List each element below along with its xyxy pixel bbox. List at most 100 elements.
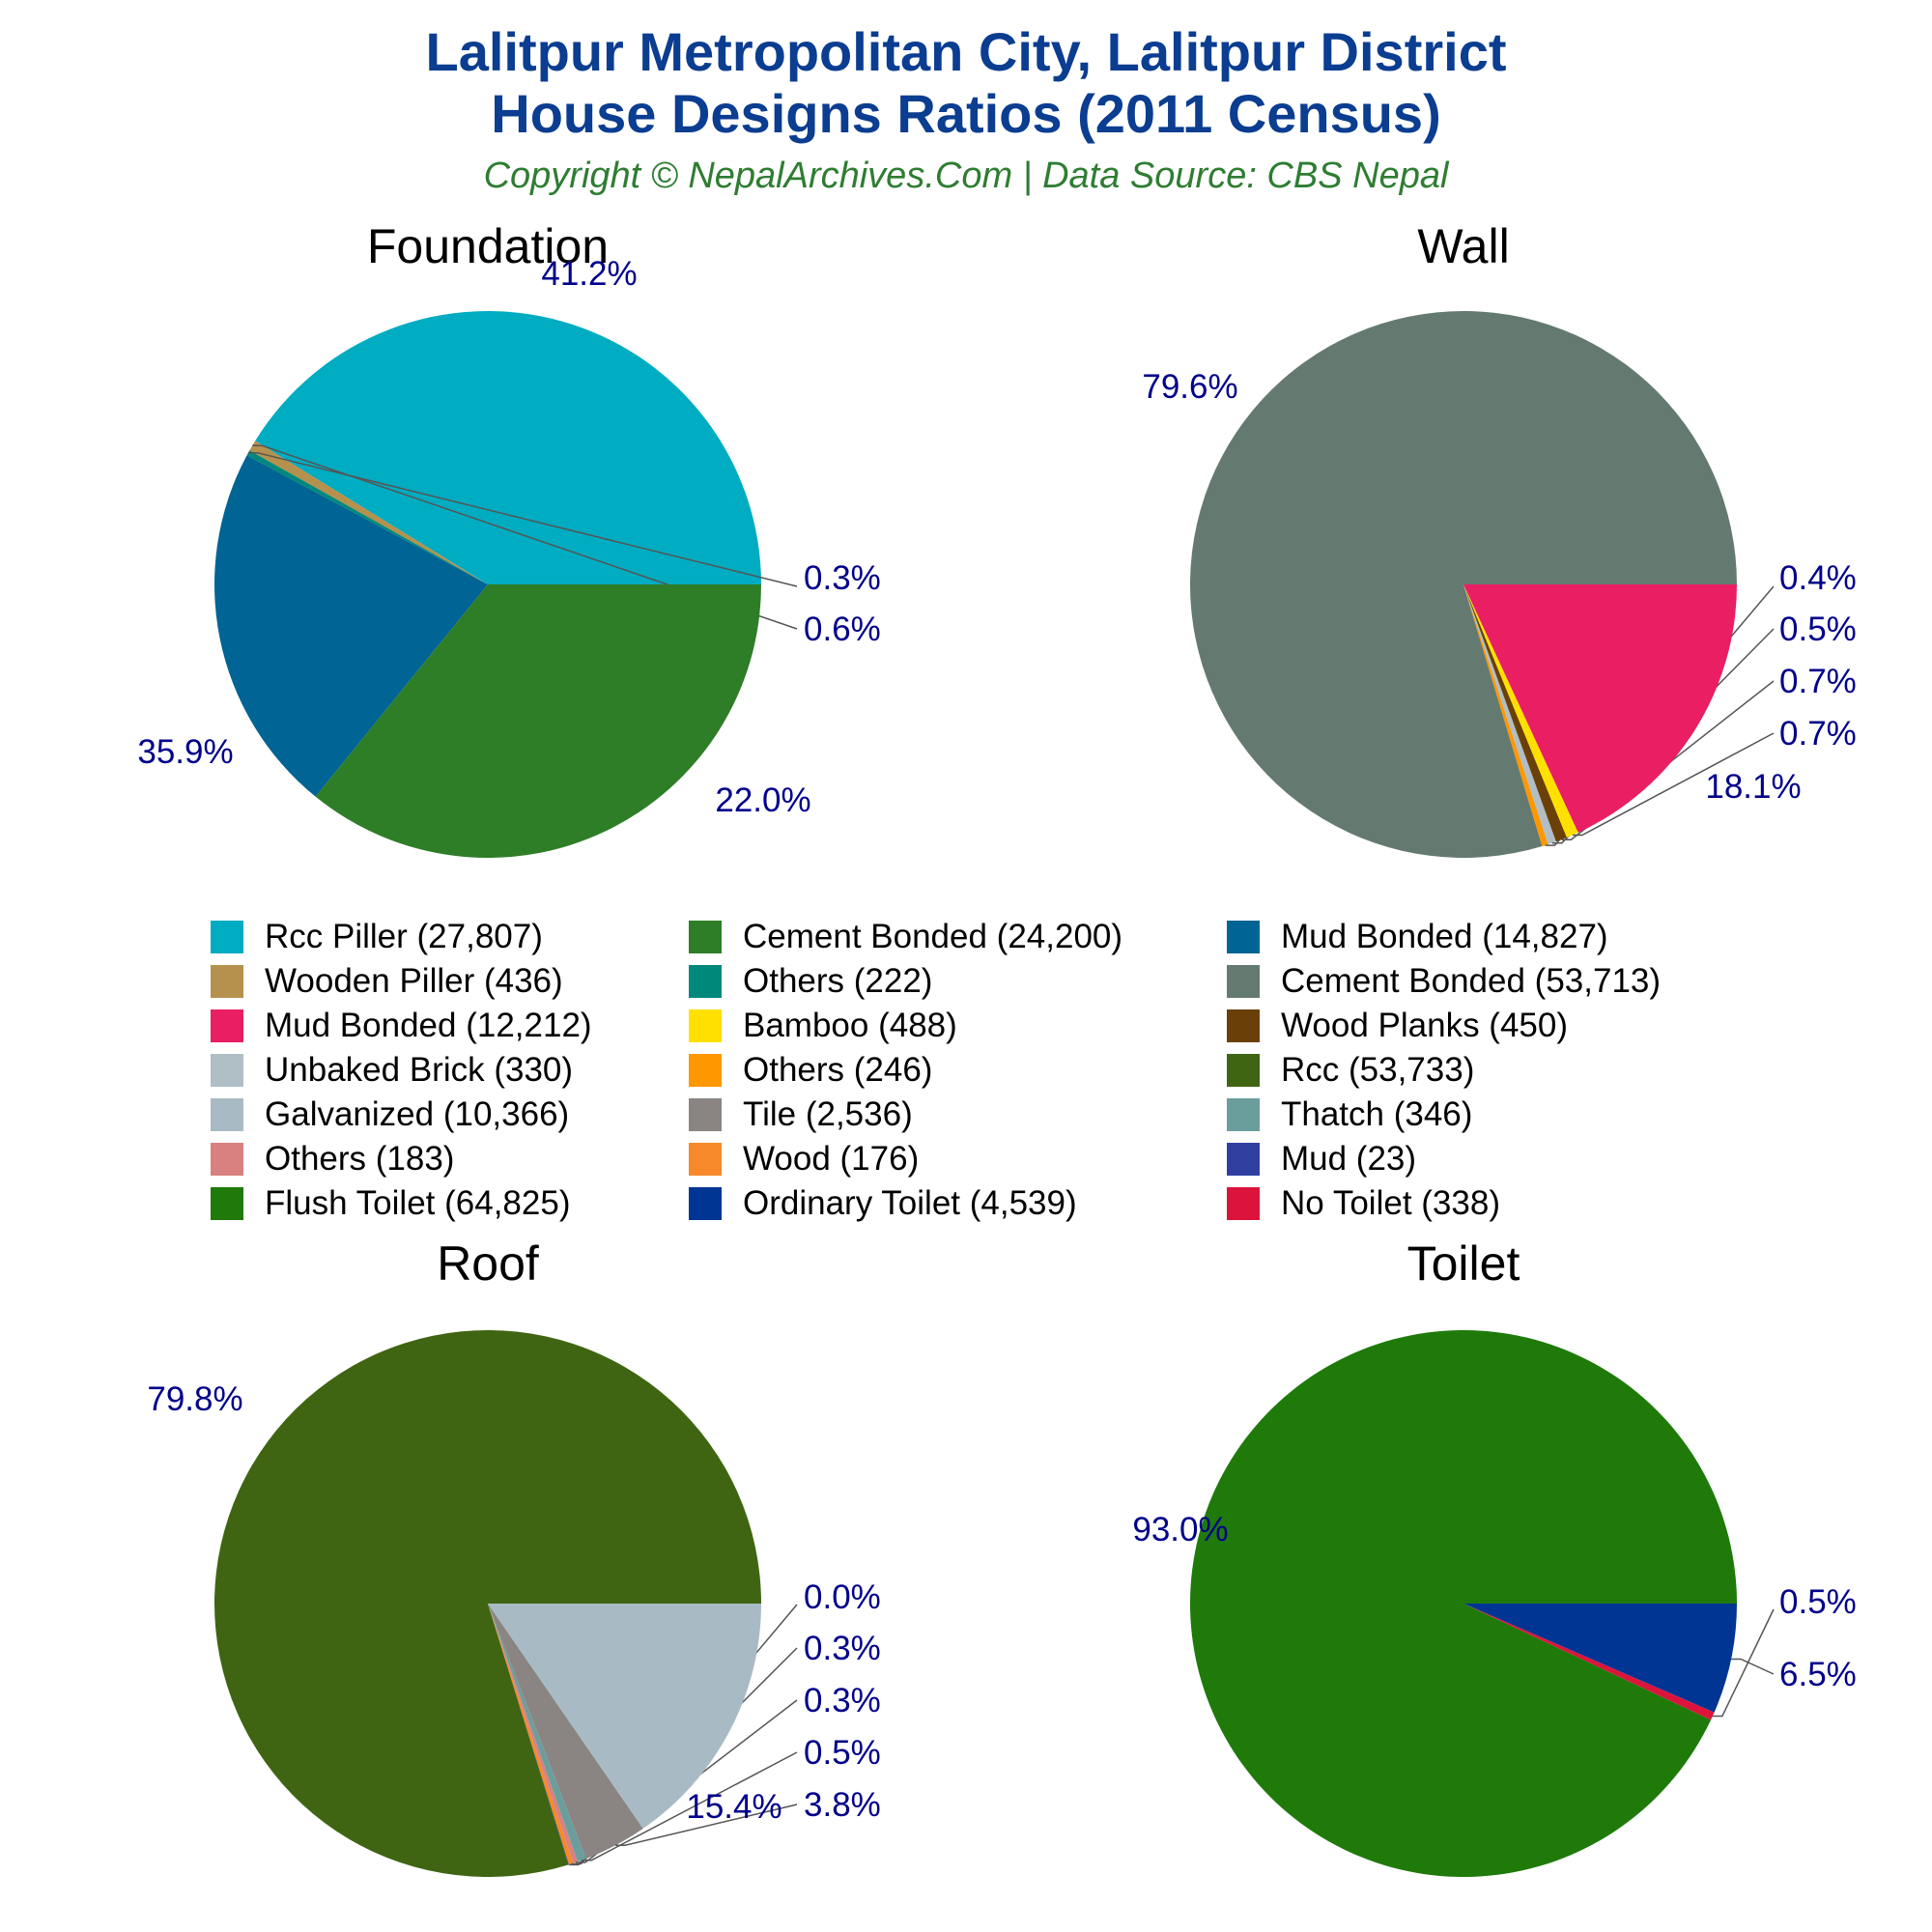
legend-swatch <box>211 921 243 953</box>
legend-label: Rcc Piller (27,807) <box>265 918 543 955</box>
percent-label: 0.3% <box>804 559 881 597</box>
legend-item: Others (246) <box>689 1051 932 1090</box>
percent-label: 0.6% <box>804 611 881 648</box>
legend-swatch <box>211 965 243 998</box>
legend-label: Mud Bonded (14,827) <box>1281 918 1608 955</box>
percent-label: 35.9% <box>137 733 233 771</box>
pie-title: Toilet <box>1407 1236 1520 1291</box>
legend-swatch <box>1227 1054 1260 1087</box>
leader-line <box>582 1751 798 1861</box>
legend-label: Thatch (346) <box>1281 1095 1473 1133</box>
legend-label: Others (246) <box>743 1051 933 1089</box>
legend-swatch <box>689 921 722 953</box>
legend-label: Mud (23) <box>1281 1140 1417 1178</box>
leader-line <box>575 1699 798 1863</box>
legend-label: Bamboo (488) <box>743 1007 957 1044</box>
legend: Rcc Piller (27,807) Cement Bonded (24,200… <box>211 918 1756 1236</box>
legend-item: Wooden Piller (436) <box>211 962 563 1001</box>
legend-item: Cement Bonded (24,200) <box>689 918 1122 956</box>
percent-label: 0.3% <box>804 1630 881 1667</box>
legend-item: Wood (176) <box>689 1140 919 1179</box>
pie-slice <box>1463 1604 1715 1720</box>
legend-label: Others (183) <box>265 1140 455 1178</box>
percent-label: 3.8% <box>804 1786 881 1824</box>
percent-label: 22.0% <box>715 781 810 819</box>
legend-swatch <box>689 1143 722 1176</box>
pie-slice <box>488 1604 570 1865</box>
pie-slice <box>1463 584 1548 847</box>
percent-label: 0.5% <box>1779 611 1857 648</box>
pie-slice <box>249 440 488 584</box>
legend-swatch <box>689 1098 722 1131</box>
percent-label: 93.0% <box>1132 1511 1228 1548</box>
legend-item: Others (222) <box>689 962 932 1001</box>
leader-line <box>615 1804 798 1847</box>
legend-swatch <box>211 1009 243 1042</box>
leader-line <box>1561 680 1775 840</box>
legend-item: Bamboo (488) <box>689 1007 957 1045</box>
legend-item: No Toilet (338) <box>1227 1184 1500 1223</box>
leader-line <box>1572 732 1775 837</box>
pie-slice <box>1463 584 1567 842</box>
leader-line <box>247 452 798 587</box>
pie-wall: Wall 79.6% 0.4% 0.5% 0.7% 0.7% 18.1% <box>1142 219 1857 858</box>
pie-slice <box>488 1604 586 1862</box>
pie-slice <box>488 1604 643 1860</box>
chart-title: Lalitpur Metropolitan City, Lalitpur Dis… <box>0 21 1932 145</box>
legend-label: Wood (176) <box>743 1140 920 1178</box>
legend-item: Mud Bonded (12,212) <box>211 1007 592 1045</box>
pie-roof: Roof 79.8% 0.0% 0.3% 0.3% 0.5% 3.8% 15.4% <box>147 1236 881 1877</box>
legend-swatch <box>1227 1098 1260 1131</box>
legend-item: Ordinary Toilet (4,539) <box>689 1184 1077 1223</box>
percent-label: 6.5% <box>1779 1656 1857 1693</box>
legend-item: Tile (2,536) <box>689 1095 913 1134</box>
pie-slice <box>213 1330 761 1877</box>
legend-swatch <box>689 1009 722 1042</box>
chart-subtitle: Copyright © NepalArchives.Com | Data Sou… <box>483 156 1449 196</box>
legend-label: Unbaked Brick (330) <box>265 1051 574 1089</box>
pie-slice <box>488 1604 574 1865</box>
legend-label: No Toilet (338) <box>1281 1184 1500 1222</box>
legend-item: Rcc Piller (27,807) <box>211 918 543 956</box>
legend-swatch <box>1227 921 1260 953</box>
percent-label: 0.7% <box>1779 663 1857 700</box>
leader-line <box>1712 1608 1775 1718</box>
legend-label: Galvanized (10,366) <box>265 1095 570 1133</box>
leader-line <box>1731 1658 1775 1675</box>
legend-label: Mud Bonded (12,212) <box>265 1007 592 1044</box>
pie-toilet: Toilet 93.0% 0.5% 6.5% <box>1132 1236 1857 1878</box>
legend-label: Tile (2,536) <box>743 1095 913 1133</box>
pie-slice <box>1463 584 1578 838</box>
legend-swatch <box>1227 1009 1260 1042</box>
legend-label: Wood Planks (450) <box>1281 1007 1569 1044</box>
percent-label: 0.0% <box>804 1578 881 1616</box>
pie-slice <box>214 455 488 797</box>
pie-title: Foundation <box>367 219 609 273</box>
legend-item: Cement Bonded (53,713) <box>1227 962 1661 1001</box>
legend-item: Others (183) <box>211 1140 454 1179</box>
legend-label: Flush Toilet (64,825) <box>265 1184 571 1222</box>
legend-swatch <box>1227 965 1260 998</box>
pie-slice <box>255 311 762 584</box>
percent-label: 0.4% <box>1779 559 1857 597</box>
legend-swatch <box>211 1187 243 1220</box>
legend-swatch <box>1227 1143 1260 1176</box>
pie-slice <box>488 1604 579 1863</box>
percent-label: 15.4% <box>686 1788 781 1826</box>
pie-slice <box>1463 584 1737 833</box>
legend-item: Wood Planks (450) <box>1227 1007 1568 1045</box>
legend-item: Rcc (53,733) <box>1227 1051 1474 1090</box>
title-line-1: Lalitpur Metropolitan City, Lalitpur Dis… <box>425 21 1507 82</box>
pie-slice <box>1463 584 1556 845</box>
percent-label: 41.2% <box>541 255 637 293</box>
legend-item: Mud Bonded (14,827) <box>1227 918 1608 956</box>
legend-item: Unbaked Brick (330) <box>211 1051 573 1090</box>
percent-label: 0.3% <box>804 1682 881 1719</box>
percent-label: 79.8% <box>147 1380 242 1418</box>
legend-swatch <box>211 1143 243 1176</box>
pie-slice <box>488 1604 761 1829</box>
title-line-2: House Designs Ratios (2011 Census) <box>491 83 1441 144</box>
legend-label: Cement Bonded (53,713) <box>1281 962 1662 1000</box>
leader-line <box>252 444 798 630</box>
